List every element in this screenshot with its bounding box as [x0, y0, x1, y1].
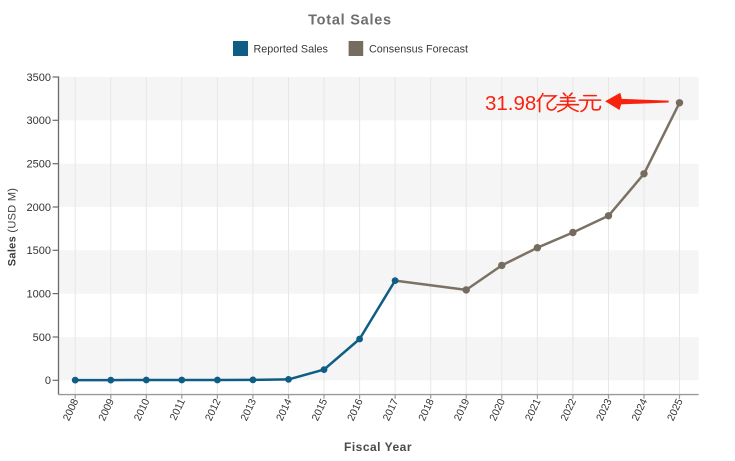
svg-text:Sales (USD M): Sales (USD M) — [7, 188, 19, 266]
svg-text:31.98: 31.98 — [485, 92, 536, 115]
svg-text:2500: 2500 — [27, 159, 51, 171]
svg-text:500: 500 — [33, 332, 51, 344]
svg-text:Total Sales: Total Sales — [308, 13, 392, 29]
svg-text:Reported Sales: Reported Sales — [254, 44, 329, 56]
svg-text:1500: 1500 — [27, 245, 51, 257]
svg-text:2000: 2000 — [27, 202, 51, 214]
svg-text:Fiscal Year: Fiscal Year — [344, 440, 412, 454]
svg-text:3000: 3000 — [27, 115, 51, 127]
svg-text:Consensus Forecast: Consensus Forecast — [369, 44, 468, 56]
svg-text:1000: 1000 — [27, 289, 51, 301]
svg-text:0: 0 — [45, 375, 51, 387]
svg-text:3500: 3500 — [27, 72, 51, 84]
